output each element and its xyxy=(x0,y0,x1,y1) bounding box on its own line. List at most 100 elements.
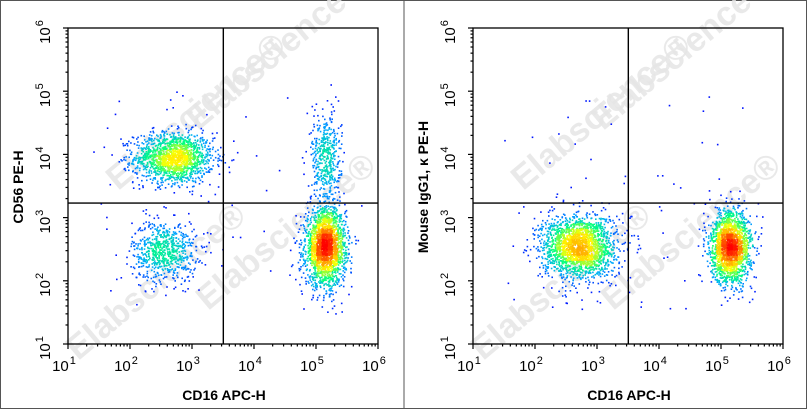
event-dot xyxy=(333,217,336,219)
event-dot xyxy=(150,269,153,272)
event-dot xyxy=(326,132,329,135)
event-dot xyxy=(344,234,347,237)
event-dot xyxy=(311,142,313,144)
event-dot xyxy=(205,250,207,253)
event-dot xyxy=(324,208,326,210)
x-tick-label: 104 xyxy=(238,355,262,375)
event-dot xyxy=(126,149,128,151)
event-dot xyxy=(143,258,146,261)
event-dot xyxy=(179,138,182,140)
event-dot xyxy=(307,274,309,276)
event-dot xyxy=(316,247,319,249)
event-dot xyxy=(309,246,311,249)
event-dot xyxy=(142,148,144,151)
event-dot xyxy=(162,227,164,230)
event-dot xyxy=(315,212,317,214)
event-dot xyxy=(157,140,159,142)
event-dot xyxy=(331,205,333,208)
event-dot xyxy=(193,228,195,231)
event-dot xyxy=(327,253,329,256)
event-dot xyxy=(338,273,341,275)
event-dot xyxy=(337,255,339,257)
event-dot xyxy=(157,155,160,157)
event-dot xyxy=(328,128,330,130)
event-dot xyxy=(311,276,314,278)
event-dot xyxy=(345,246,347,249)
event-dot xyxy=(336,229,339,231)
event-dot xyxy=(206,161,208,163)
event-dot xyxy=(303,246,305,249)
event-dot xyxy=(179,148,182,150)
event-dot xyxy=(324,229,326,231)
event-dot xyxy=(311,236,313,239)
event-dot xyxy=(161,163,164,165)
event-dot xyxy=(175,159,178,161)
event-dot xyxy=(196,167,198,170)
event-dot xyxy=(303,162,305,164)
event-dot xyxy=(332,261,335,264)
event-dot xyxy=(316,181,318,183)
event-dot xyxy=(106,228,108,230)
event-dot xyxy=(210,157,212,159)
event-dot xyxy=(314,181,316,184)
event-dot xyxy=(156,180,159,183)
event-dot xyxy=(337,242,339,244)
event-dot xyxy=(120,159,122,161)
event-dot xyxy=(323,131,325,134)
event-dot xyxy=(143,135,145,137)
event-dot xyxy=(195,245,198,248)
event-dot xyxy=(335,313,337,315)
event-dot xyxy=(170,171,173,173)
event-dot xyxy=(327,250,330,252)
event-dot xyxy=(144,276,146,278)
event-dot xyxy=(323,178,326,180)
event-dot xyxy=(319,240,322,242)
event-dot xyxy=(309,217,312,220)
event-dot xyxy=(161,253,164,255)
event-dot xyxy=(185,127,188,130)
event-dot xyxy=(307,215,309,217)
event-dot xyxy=(338,221,341,223)
event-dot xyxy=(318,267,320,269)
event-dot xyxy=(309,237,312,239)
event-dot xyxy=(166,174,168,177)
event-dot xyxy=(317,213,319,216)
event-dot xyxy=(311,262,313,264)
event-dot xyxy=(318,162,321,164)
event-dot xyxy=(322,149,325,151)
event-dot xyxy=(312,152,314,155)
event-dot xyxy=(333,215,336,218)
event-dot xyxy=(332,197,335,200)
event-dot xyxy=(153,164,156,166)
event-dot xyxy=(190,143,192,146)
event-dot xyxy=(335,268,338,271)
event-dot xyxy=(334,246,336,249)
event-dot xyxy=(176,178,178,181)
event-dot xyxy=(326,259,328,261)
event-dot xyxy=(306,218,309,221)
event-dot xyxy=(330,287,333,289)
event-dot xyxy=(335,239,338,242)
event-dot xyxy=(340,213,343,216)
event-dot xyxy=(142,265,145,267)
event-dot xyxy=(324,252,327,254)
event-dot xyxy=(331,193,334,196)
event-dot xyxy=(205,155,208,158)
event-dot xyxy=(314,247,317,250)
event-dot xyxy=(343,224,346,227)
event-dot xyxy=(319,279,321,282)
event-dot xyxy=(325,266,328,269)
event-dot xyxy=(174,268,177,270)
event-dot xyxy=(164,169,167,171)
event-dot xyxy=(323,150,325,153)
event-dot xyxy=(338,219,341,221)
event-dot xyxy=(198,154,200,157)
event-dot xyxy=(177,159,180,162)
event-dot xyxy=(326,155,329,157)
event-dot xyxy=(193,146,195,149)
event-dot xyxy=(182,138,185,140)
event-dot xyxy=(323,195,326,198)
event-dot xyxy=(307,250,310,253)
event-dot xyxy=(165,138,167,141)
event-dot xyxy=(168,172,171,174)
